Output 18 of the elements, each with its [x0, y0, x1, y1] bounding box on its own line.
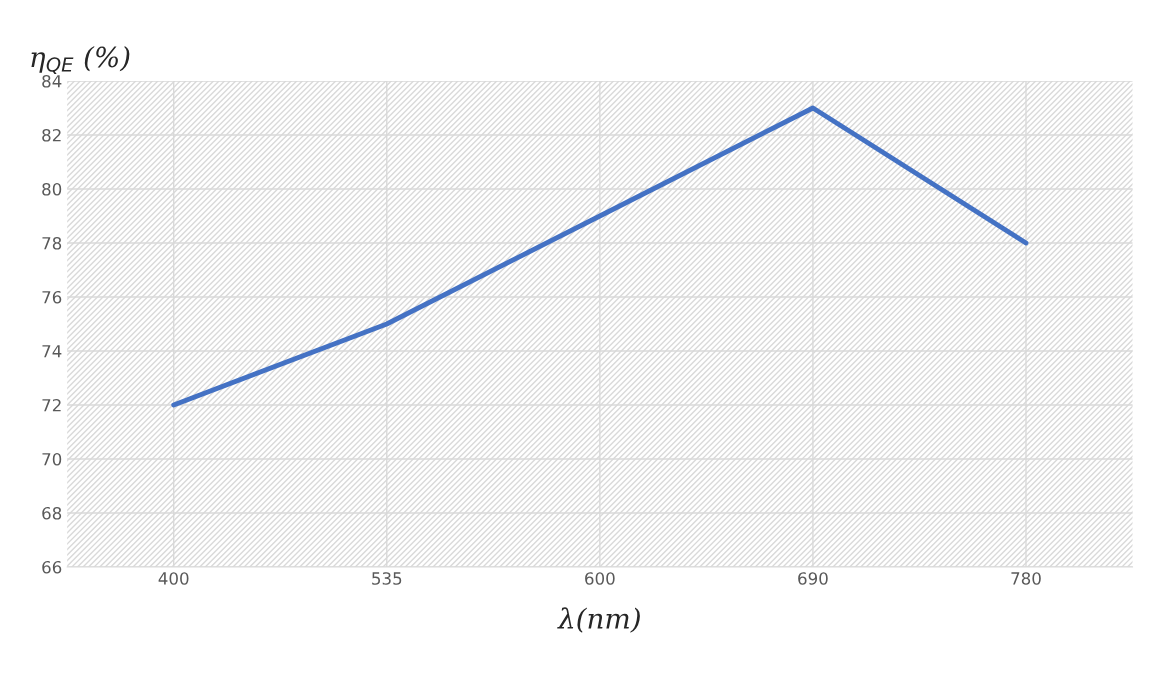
y-tick-label: 74: [42, 345, 62, 358]
y-tick-label: 70: [42, 452, 62, 466]
x-tick-label: 780: [1011, 572, 1041, 585]
y-tick-label: 80: [42, 182, 62, 196]
x-tick-label: 690: [798, 572, 828, 585]
x-tick-label: 600: [585, 572, 615, 585]
y-tick-label: 84: [42, 74, 62, 88]
x-axis-title: λ(nm): [557, 607, 640, 633]
x-tick-label: 400: [158, 572, 189, 585]
y-tick-label: 66: [42, 560, 62, 574]
y-tick-label: 82: [42, 128, 61, 142]
line-series: [171, 105, 1029, 408]
x-tick-label: 535: [372, 572, 402, 585]
y-axis-title: η$_{QE}$ (%): [31, 45, 130, 75]
y-tick-label: 78: [42, 236, 62, 250]
y-tick-label: 72: [42, 398, 61, 412]
y-tick-label: 68: [42, 506, 62, 520]
y-tick-label: 76: [42, 290, 62, 304]
